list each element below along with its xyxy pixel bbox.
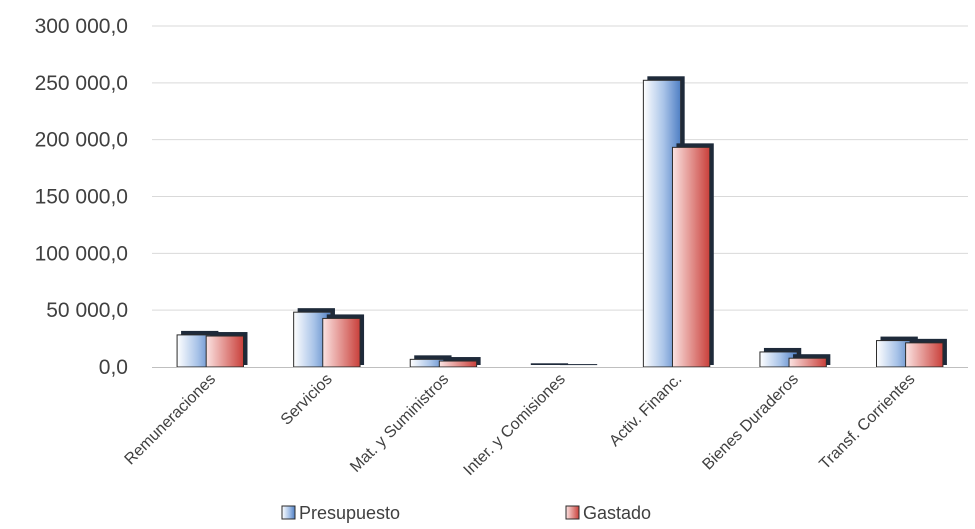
bar-face <box>438 360 478 368</box>
bar-face <box>905 342 944 368</box>
bar-gastado-1 <box>322 314 365 368</box>
legend-swatch <box>565 505 580 520</box>
bar-face <box>671 146 711 368</box>
bar-face <box>322 317 361 368</box>
bars <box>176 76 947 368</box>
x-axis: Remuneraciones Servicios Mat. y Suministro… <box>122 367 968 479</box>
y-axis: 0,0 50 000,0 100 000,0 150 000,0 200 000,0 25… <box>35 15 128 379</box>
x-tick-label: Inter. y Comisiones <box>461 371 569 479</box>
y-tick-label: 150 000,0 <box>35 186 128 209</box>
x-tick-label: Bienes Duraderos <box>699 371 802 474</box>
x-tick-label: Transf. Corrientes <box>816 371 918 473</box>
bar-gastado-3 <box>559 364 598 366</box>
bar-gastado-0 <box>205 332 248 368</box>
legend-item-presupuesto: Presupuesto <box>281 503 400 523</box>
bar-face <box>788 357 827 368</box>
legend-label: Presupuesto <box>299 503 400 523</box>
bar-depth <box>530 363 569 365</box>
y-tick-label: 300 000,0 <box>35 15 128 38</box>
legend-item-gastado: Gastado <box>565 503 651 523</box>
y-tick-label: 250 000,0 <box>35 72 128 95</box>
legend: Presupuesto Gastado <box>281 503 651 523</box>
y-tick-label: 50 000,0 <box>46 299 128 322</box>
legend-label: Gastado <box>583 503 651 523</box>
bar-gastado-2 <box>438 357 481 368</box>
y-tick-label: 200 000,0 <box>35 129 128 152</box>
y-tick-label: 0,0 <box>99 356 128 379</box>
bar-gastado-6 <box>905 338 947 368</box>
legend-swatch <box>281 505 296 520</box>
x-tick-label: Mat. y Suministros <box>347 371 452 476</box>
x-tick-label: Remuneraciones <box>122 371 220 469</box>
x-tick-label: Servicios <box>278 371 336 429</box>
bar-presupuesto-3 <box>530 363 569 365</box>
y-tick-label: 100 000,0 <box>35 242 128 265</box>
bar-gastado-4 <box>671 143 714 368</box>
x-tick-label: Activ. Financ. <box>606 371 685 450</box>
bar-face <box>205 335 244 368</box>
gridlines <box>152 25 968 311</box>
bar-gastado-5 <box>788 354 831 368</box>
bar-depth <box>559 364 598 366</box>
